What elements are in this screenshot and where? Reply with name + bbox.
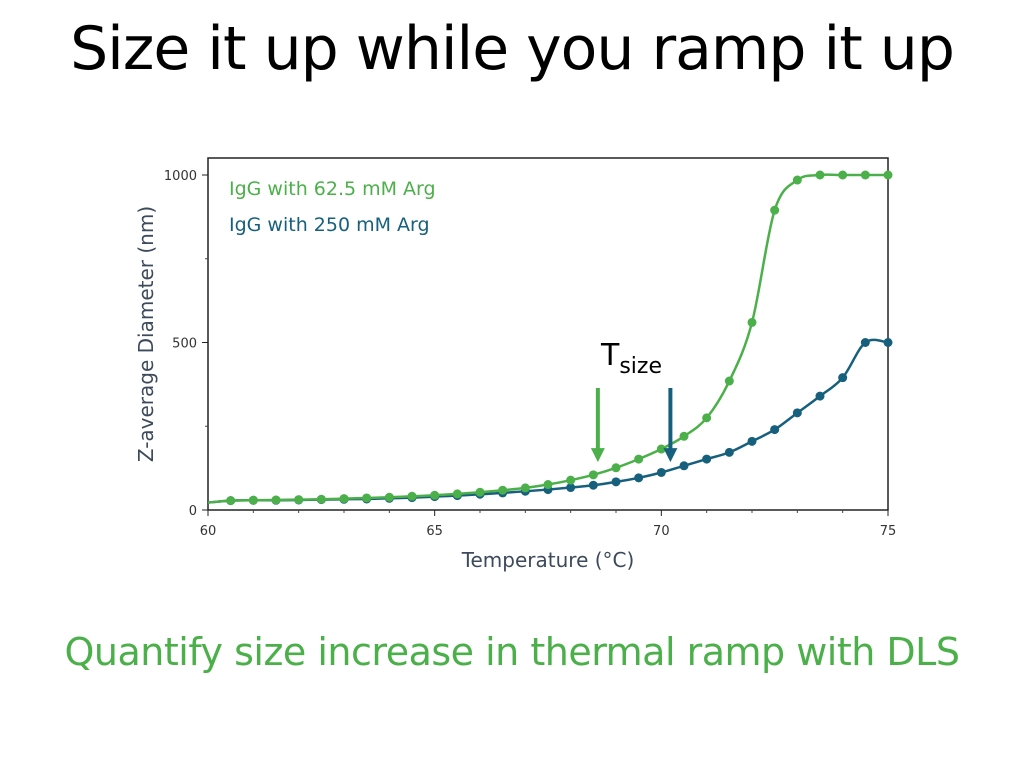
data-point-1 (702, 454, 712, 464)
data-point-1 (838, 373, 848, 383)
data-point-1 (815, 391, 825, 401)
data-point-0 (520, 483, 530, 493)
data-point-0 (271, 495, 281, 505)
data-point-1 (747, 436, 757, 446)
data-point-0 (724, 376, 734, 386)
data-point-1 (611, 477, 621, 487)
data-point-0 (498, 485, 508, 495)
data-point-0 (430, 490, 440, 500)
data-point-0 (838, 170, 848, 180)
data-point-1 (860, 338, 870, 347)
y-tick-label: 1000 (164, 169, 197, 184)
data-point-0 (815, 170, 825, 180)
annotation-layer: Tsize (590, 338, 678, 463)
x-tick-label: 60 (200, 524, 217, 539)
data-point-0 (634, 454, 644, 464)
x-tick-label: 65 (426, 524, 443, 539)
data-point-0 (860, 170, 870, 180)
slide-subtitle: Quantify size increase in thermal ramp w… (64, 630, 960, 674)
data-point-0 (770, 205, 780, 215)
data-point-1 (679, 461, 689, 471)
tsize-arrow-head-1 (663, 448, 678, 463)
y-tick-label: 0 (189, 504, 197, 519)
data-point-0 (611, 463, 621, 473)
data-point-0 (883, 170, 893, 180)
data-point-0 (294, 495, 304, 505)
data-point-1 (566, 483, 576, 493)
data-point-0 (679, 431, 689, 441)
data-point-0 (384, 492, 394, 502)
data-point-1 (792, 408, 802, 418)
tsize-subscript: size (619, 354, 662, 379)
data-point-1 (770, 425, 780, 435)
tsize-arrow-head-0 (590, 448, 605, 463)
legend-entry-1: IgG with 250 mM Arg (229, 214, 430, 236)
x-tick-label: 70 (653, 524, 670, 539)
data-point-0 (566, 475, 576, 485)
data-point-0 (248, 495, 258, 505)
data-point-0 (747, 317, 757, 327)
data-point-0 (656, 444, 666, 454)
data-point-1 (634, 473, 644, 483)
axis-layer: 60 65 70 75 0 500 1000 (164, 169, 896, 539)
data-point-0 (339, 494, 349, 504)
data-point-1 (724, 447, 734, 457)
tsize-label: Tsize (600, 338, 662, 379)
data-point-0 (543, 480, 553, 490)
legend-entry-0: IgG with 62.5 mM Arg (229, 178, 436, 200)
plot-frame (207, 157, 889, 511)
data-point-0 (362, 493, 372, 503)
data-point-0 (702, 413, 712, 423)
series-layer: IgG with 62.5 mM Arg IgG with 250 mM Arg (207, 170, 893, 506)
data-point-0 (792, 175, 802, 185)
y-tick-label: 500 (172, 337, 197, 352)
data-point-1 (883, 338, 893, 347)
x-axis-label: Temperature (°C) (461, 548, 635, 572)
x-tick-label: 75 (880, 524, 897, 539)
y-axis-label: Z-average Diameter (nm) (134, 206, 158, 462)
data-point-0 (588, 470, 598, 480)
data-point-0 (226, 496, 236, 506)
tsize-main: T (600, 338, 620, 373)
data-point-1 (656, 467, 666, 477)
data-point-0 (475, 487, 485, 497)
slide-title: Size it up while you ramp it up (70, 14, 955, 84)
series-line-1 (207, 338, 889, 504)
data-point-0 (316, 494, 326, 504)
data-point-1 (588, 480, 598, 490)
data-point-0 (452, 489, 462, 499)
data-point-0 (407, 491, 417, 501)
